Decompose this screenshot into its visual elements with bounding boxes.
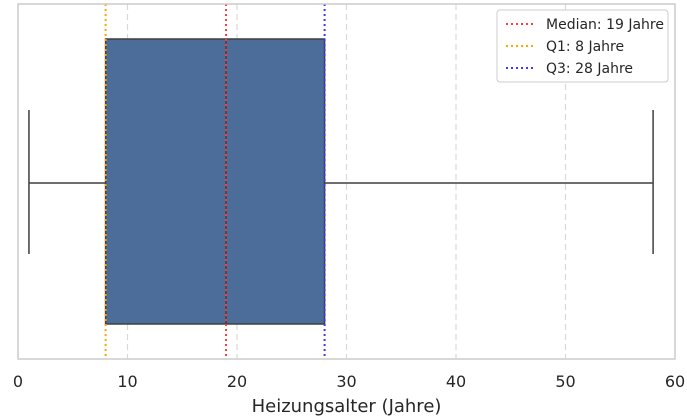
x-tick-labels: 0 10 20 30 40 50 60: [13, 372, 685, 391]
reference-lines: [104, 4, 326, 359]
legend-label-1: Q1: 8 Jahre: [546, 39, 624, 55]
legend-box: [496, 9, 669, 83]
box-plot: [28, 38, 654, 325]
x-tick-label-40: 40: [446, 372, 466, 391]
legend: Median: 19 Jahre Q1: 8 Jahre Q3: 28 Jahre: [496, 9, 669, 83]
x-tick-label-30: 30: [336, 372, 356, 391]
x-tick-label-10: 10: [117, 372, 137, 391]
legend-items: Median: 19 Jahre Q1: 8 Jahre Q3: 28 Jahre: [506, 17, 664, 77]
x-tick-label-20: 20: [227, 372, 247, 391]
plot-frame: [17, 3, 676, 360]
box-iqr: [104, 38, 326, 325]
x-tick-label-0: 0: [13, 372, 23, 391]
x-tick-label-50: 50: [555, 372, 575, 391]
legend-label-0: Median: 19 Jahre: [546, 17, 664, 33]
legend-label-2: Q3: 28 Jahre: [546, 61, 633, 77]
x-axis-label: Heizungsalter (Jahre): [252, 396, 442, 417]
x-tick-label-60: 60: [665, 372, 685, 391]
